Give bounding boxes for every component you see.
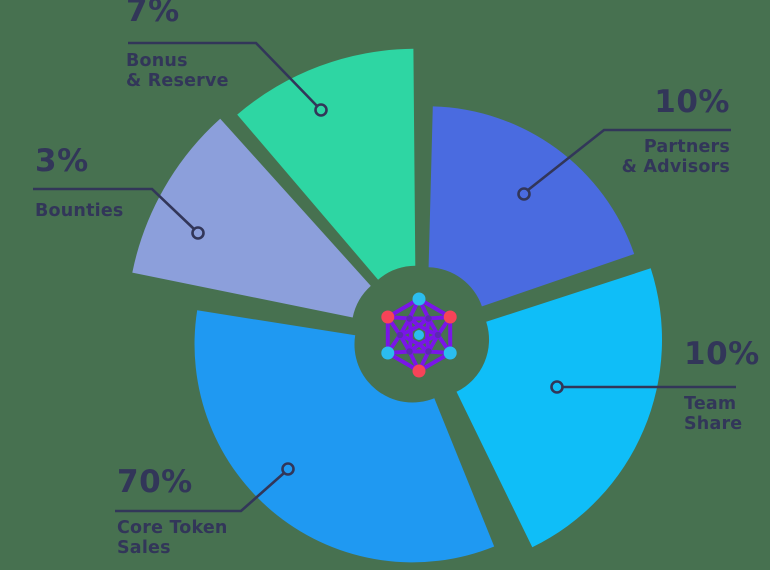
logo-mid-node-dot [406, 315, 413, 322]
logo-mid-node-dot [406, 348, 413, 355]
leader-line-bounties [33, 187, 195, 230]
logo-node-dot [443, 310, 457, 324]
slice-core-token-sales [194, 310, 495, 563]
logo-node-dot [381, 346, 395, 360]
slice-partners-advisors [428, 106, 635, 307]
slice-bonus-reserve [237, 48, 416, 280]
leader-line-core-token-sales [115, 472, 285, 513]
leader-dot-team-share [550, 380, 564, 394]
slice-bounties [132, 118, 371, 318]
leader-line-bonus-reserve [128, 41, 318, 107]
logo-node-dot [412, 292, 426, 306]
logo-mid-node-dot [434, 331, 442, 339]
leader-dot-bonus-reserve [314, 103, 328, 117]
logo-center-dot [414, 330, 424, 340]
leader-dot-core-token-sales [281, 462, 295, 476]
logo-mid-node-dot [396, 331, 404, 339]
logo-node-dot [381, 310, 395, 324]
slice-team-share [456, 268, 663, 548]
logo-node-dot [412, 364, 426, 378]
leader-line-partners-advisors [527, 128, 731, 192]
logo-node-dot [443, 346, 457, 360]
logo-mid-node-dot [425, 315, 432, 322]
logo-mid-node-dot [425, 348, 432, 355]
leader-dot-partners-advisors [517, 187, 531, 201]
leader-dot-bounties [191, 226, 205, 240]
